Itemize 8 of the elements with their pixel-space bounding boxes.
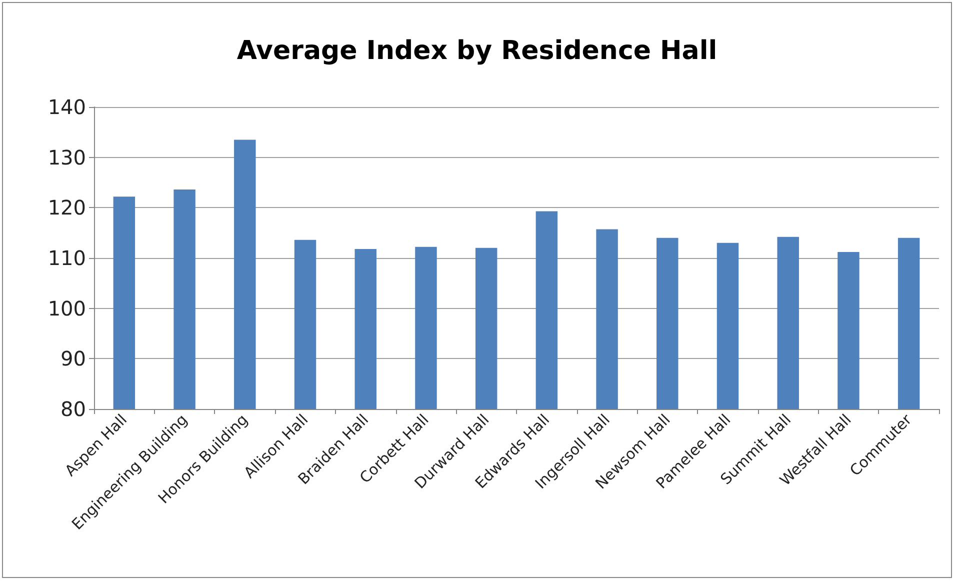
y-tick-label: 110	[48, 246, 86, 270]
y-tick-label: 90	[60, 346, 86, 371]
y-tick-label: 120	[48, 196, 86, 220]
y-tick-label: 130	[48, 145, 86, 170]
y-tick-label: 80	[60, 397, 86, 421]
y-tick-label: 100	[48, 296, 86, 320]
chart-title: Average Index by Residence Hall	[236, 36, 718, 66]
y-tick-label: 140	[48, 95, 86, 119]
